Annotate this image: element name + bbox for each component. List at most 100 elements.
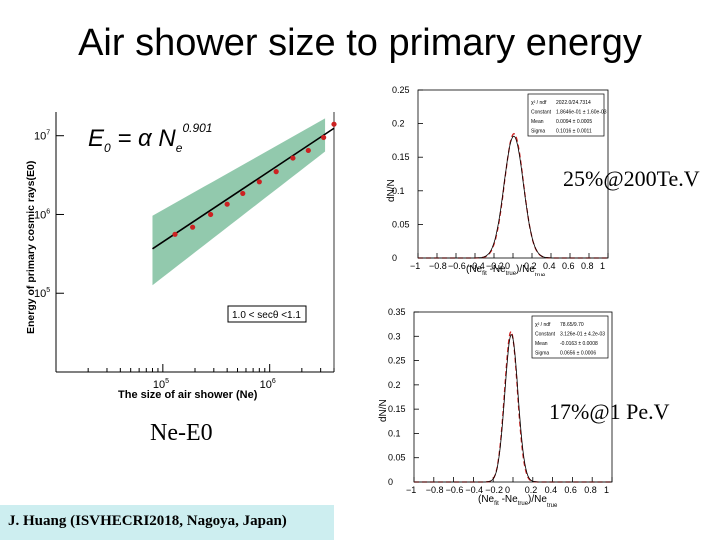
y-tick-label: 0.1	[392, 186, 405, 196]
mc-band-area	[152, 118, 326, 286]
y-tick-label: 107	[34, 130, 50, 143]
x-axis-label: The size of air shower (Ne)	[118, 389, 258, 401]
mc-band	[152, 118, 326, 286]
data-point	[331, 121, 337, 127]
x-tick-label: 0.2	[524, 261, 537, 271]
x-tick-label: 0.8	[581, 261, 594, 271]
x-axis-label: (Nefit -Netrue)/Netrue	[466, 264, 546, 276]
y-tick-label: 0.2	[388, 380, 401, 390]
resolution-label-1pev: 17%@1 Pe.V	[549, 399, 670, 424]
resolution-label-200tev: 25%@200Te.V	[563, 166, 700, 191]
x-tick-label: −0.6	[448, 261, 466, 271]
formula-eq: = α N	[111, 125, 177, 152]
x-tick-label: 0.4	[543, 261, 556, 271]
stats-value: 1.8646e-01 ± 1.60e-03	[556, 110, 607, 116]
y-tick-label: 0.25	[392, 85, 410, 95]
y-axis-label: Energy of primary cosmic rays(E0)	[25, 161, 37, 334]
data-point	[321, 134, 327, 141]
data-point	[172, 231, 178, 237]
stats-label: Mean	[531, 119, 544, 125]
ne-e0-chart: 105 106 105 106 107 E0 = α Ne 0.901 1.0 < sec…	[25, 112, 337, 401]
stats-label: χ² / ndf	[531, 100, 547, 106]
y-tick-label: 0.15	[392, 152, 410, 162]
svg-text:E0 = α Ne0.901: E0 = α Ne 0.901	[88, 121, 212, 155]
gauss-fit-curve	[418, 132, 608, 259]
y-axis-label: dN/N	[378, 399, 389, 422]
y-tick-label: 0.05	[392, 219, 410, 229]
x-tick-label: −0.4	[467, 261, 485, 271]
x-tick-label: −0.2	[486, 261, 504, 271]
data-point	[190, 224, 196, 230]
stats-value: 0.0656 ± 0.0006	[560, 351, 596, 357]
formula-lhs: E	[88, 125, 105, 152]
x-tick-label: 0	[505, 485, 510, 495]
data-point	[240, 190, 246, 197]
y-tick-label: 106	[34, 208, 50, 221]
x-tick-label: 1	[604, 485, 609, 495]
data-point	[305, 147, 311, 154]
y-tick-label: 0.1	[388, 428, 401, 438]
data-point	[256, 179, 262, 185]
stats-label: χ² / ndf	[535, 322, 551, 328]
citation: J. Huang (ISVHECRI2018, Nagoya, Japan)	[0, 505, 334, 540]
y-tick-label: 0	[392, 253, 397, 263]
stats-value: 2022.0/24.7314	[556, 100, 591, 106]
formula: E0 = α Ne 0.901	[88, 121, 212, 155]
stats-frame	[531, 315, 609, 359]
x-tick-label: −0.6	[446, 485, 464, 495]
x-tick-label: 105	[153, 378, 169, 391]
x-tick-label: 0.2	[525, 485, 538, 495]
stats-label: Constant	[535, 332, 556, 338]
formula-ne-sub: e	[176, 141, 183, 155]
stats-value: 78.65/9.70	[560, 322, 584, 328]
fit-line	[152, 127, 335, 250]
x-tick-label: 0.6	[562, 261, 575, 271]
x-tick-label: 0.4	[545, 485, 558, 495]
stats-box: χ² / ndf 2022.0/24.7314 Constant 1.8646e-01…	[527, 93, 607, 137]
annotation-box	[227, 305, 307, 323]
data-point	[208, 211, 214, 218]
y-tick-label: 0	[388, 477, 393, 487]
histogram-curve	[414, 334, 612, 483]
x-tick-label: 0.8	[584, 485, 597, 495]
y-tick-label: 0.2	[392, 119, 405, 129]
x-tick-label: −1	[410, 261, 420, 271]
data-point	[290, 155, 296, 161]
y-tick-label: 105	[34, 287, 50, 300]
stats-label: Sigma	[535, 351, 549, 357]
page-title: Air shower size to primary energy	[78, 22, 642, 64]
x-tick-label: −0.2	[485, 485, 503, 495]
stats-label: Constant	[531, 110, 552, 116]
resolution-hist-200tev: −1 −0.8 −0.6 −0.4 −0.2 0 0.2 0.4 0.6 0.8 100.050.1…	[386, 85, 609, 276]
stats-label: Mean	[535, 341, 548, 347]
ne-e0-label: Ne-E0	[150, 420, 213, 446]
x-axis-label: (Nefit -Netrue)/Netrue	[478, 494, 558, 508]
y-tick-label: 0.35	[388, 307, 406, 317]
histogram-curve	[418, 135, 608, 259]
stats-value: 0.0094 ± 0.0005	[556, 119, 592, 125]
annotation: 1.0 < secθ <1.1	[232, 310, 301, 321]
x-tick-label: −1	[406, 485, 416, 495]
stats-frame	[527, 93, 605, 137]
y-axis-label: dN/N	[386, 179, 397, 202]
y-tick-label: 0.15	[388, 404, 406, 414]
y-tick-label: 0.3	[388, 331, 401, 341]
stats-value: -0.0163 ± 0.0008	[560, 341, 598, 347]
formula-lhs-sub: 0	[104, 141, 111, 155]
x-tick-label: 106	[260, 378, 276, 391]
formula-exp: 0.901	[182, 121, 212, 135]
data-point	[273, 169, 279, 175]
x-tick-label: 1	[600, 261, 605, 271]
y-tick-label: 0.05	[388, 453, 406, 463]
x-tick-label: 0.6	[564, 485, 577, 495]
stats-value: 3.126e-01 ± 4.2e-03	[560, 332, 605, 338]
x-tick-label: −0.8	[429, 261, 447, 271]
data-point	[224, 201, 230, 207]
x-tick-label: 0	[505, 261, 510, 271]
stats-value: 0.1016 ± 0.0011	[556, 129, 592, 135]
resolution-hist-1pev: −1 −0.8 −0.6 −0.4 −0.2 0 0.2 0.4 0.6 0.8 100.050.1…	[378, 307, 613, 508]
y-tick-label: 0.25	[388, 356, 406, 366]
stats-label: Sigma	[531, 129, 545, 135]
x-tick-label: −0.8	[426, 485, 444, 495]
